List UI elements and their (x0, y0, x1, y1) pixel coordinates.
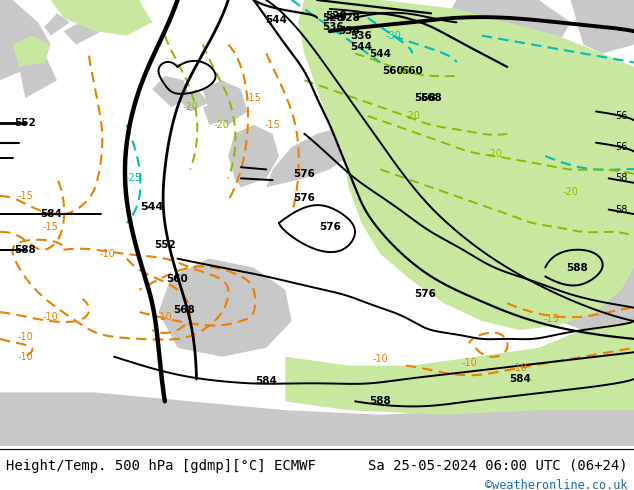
Text: 588: 588 (15, 245, 36, 255)
Text: -10: -10 (373, 354, 388, 364)
Text: -10: -10 (512, 363, 527, 373)
Text: 584: 584 (509, 374, 531, 384)
Text: -10: -10 (462, 358, 477, 368)
Polygon shape (203, 80, 247, 125)
Text: -25: -25 (125, 173, 141, 183)
Text: 544: 544 (370, 49, 391, 58)
Text: 544: 544 (265, 15, 287, 25)
Text: 528: 528 (325, 11, 347, 21)
Polygon shape (0, 392, 634, 446)
Text: -10: -10 (43, 312, 58, 321)
Text: -15: -15 (245, 93, 262, 103)
Text: -15: -15 (543, 314, 560, 324)
Text: -20: -20 (398, 66, 414, 76)
Polygon shape (19, 53, 57, 98)
Text: 560: 560 (167, 274, 188, 284)
Polygon shape (178, 89, 209, 112)
Text: 560: 560 (382, 66, 404, 76)
Text: 560: 560 (401, 66, 423, 76)
Text: 552: 552 (154, 240, 176, 250)
Text: 588: 588 (370, 396, 391, 406)
Text: -20: -20 (562, 187, 579, 197)
Text: 568: 568 (420, 93, 442, 103)
Polygon shape (266, 125, 634, 334)
Polygon shape (571, 0, 634, 53)
Text: 536: 536 (322, 22, 344, 32)
Text: 568: 568 (414, 93, 436, 103)
Polygon shape (13, 36, 51, 67)
Text: 536: 536 (351, 31, 372, 41)
Text: 588: 588 (566, 263, 588, 272)
Text: Sa 25-05-2024 06:00 UTC (06+24): Sa 25-05-2024 06:00 UTC (06+24) (368, 459, 628, 473)
Polygon shape (158, 259, 292, 357)
Polygon shape (298, 0, 634, 330)
Text: ©weatheronline.co.uk: ©weatheronline.co.uk (485, 479, 628, 490)
Polygon shape (63, 18, 101, 45)
Text: -10: -10 (18, 352, 33, 362)
Text: 544: 544 (351, 42, 372, 52)
Polygon shape (51, 0, 152, 36)
Text: -15: -15 (17, 191, 34, 201)
Text: 528: 528 (338, 13, 359, 23)
Polygon shape (44, 13, 70, 36)
Text: -15: -15 (42, 222, 59, 232)
Text: 584: 584 (256, 376, 277, 386)
Text: -10: -10 (100, 249, 115, 259)
Polygon shape (203, 102, 228, 125)
Text: -15: -15 (264, 120, 281, 130)
Text: 584: 584 (40, 209, 61, 219)
Text: -20: -20 (404, 111, 420, 121)
Polygon shape (152, 76, 190, 107)
Text: 568: 568 (173, 305, 195, 315)
Text: 58: 58 (615, 204, 628, 215)
Text: -10: -10 (18, 332, 33, 342)
Text: 536: 536 (338, 26, 359, 36)
Text: 56: 56 (615, 142, 628, 152)
Polygon shape (0, 0, 51, 80)
Text: 552: 552 (15, 118, 36, 127)
Polygon shape (285, 321, 634, 415)
Text: 544: 544 (141, 202, 164, 212)
Text: -20: -20 (486, 149, 503, 159)
Text: -10: -10 (157, 312, 172, 321)
Polygon shape (228, 125, 279, 187)
Text: 528: 528 (322, 13, 344, 23)
Text: 576: 576 (414, 289, 436, 299)
Text: 576: 576 (294, 194, 315, 203)
Text: Height/Temp. 500 hPa [gdmp][°C] ECMWF: Height/Temp. 500 hPa [gdmp][°C] ECMWF (6, 459, 316, 473)
Text: -30: -30 (385, 31, 401, 41)
Text: 576: 576 (294, 169, 315, 179)
Text: 576: 576 (319, 222, 340, 232)
Text: -20: -20 (214, 120, 230, 130)
Text: 58: 58 (615, 173, 628, 183)
Text: -20: -20 (182, 102, 198, 112)
Polygon shape (444, 0, 571, 58)
Text: 56: 56 (615, 111, 628, 121)
